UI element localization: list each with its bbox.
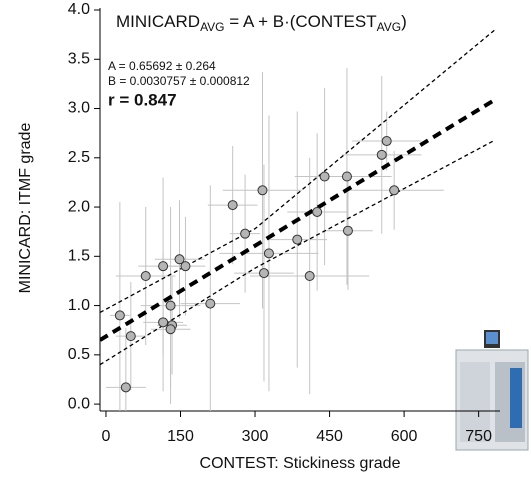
fit-line — [100, 97, 497, 342]
data-point — [292, 234, 303, 245]
title-part: = A + B·(CONTEST — [225, 12, 377, 31]
annotation: A = 0.65692 ± 0.264 — [108, 59, 216, 73]
fit-line — [100, 139, 496, 366]
x-tick-label: 0 — [102, 428, 111, 445]
data-point — [165, 300, 176, 311]
x-tick-label: 750 — [465, 428, 492, 445]
data-point — [263, 248, 274, 259]
y-tick-label: 3.5 — [68, 50, 90, 67]
data-point — [319, 171, 330, 182]
title-subscript: AVG — [200, 20, 224, 34]
data-point — [341, 171, 352, 182]
data-point — [257, 185, 268, 196]
data-point — [258, 268, 269, 279]
y-tick-label: 2.0 — [68, 198, 90, 215]
data-point — [140, 271, 151, 282]
y-tick-label: 1.0 — [68, 297, 90, 314]
data-point — [240, 228, 251, 239]
x-tick-label: 300 — [242, 428, 269, 445]
data-point — [342, 225, 353, 236]
data-point — [227, 200, 238, 211]
data-point — [376, 149, 387, 160]
title-subscript: AVG — [377, 20, 401, 34]
data-point — [158, 261, 169, 272]
y-tick-label: 0.0 — [68, 395, 90, 412]
data-point — [205, 298, 216, 309]
data-point — [174, 254, 185, 265]
y-tick-label: 2.5 — [68, 149, 90, 166]
title-part: MINICARD — [116, 12, 200, 31]
y-tick-label: 0.5 — [68, 346, 90, 363]
annotation: r = 0.847 — [108, 90, 177, 109]
plot-area — [100, 29, 497, 411]
data-point — [114, 310, 125, 321]
data-point — [125, 331, 136, 342]
data-point — [312, 206, 323, 217]
annotation: B = 0.0030757 ± 0.000812 — [108, 74, 250, 88]
y-axis-title: MINICARD: ITMF grade — [17, 123, 34, 294]
fit-line — [100, 29, 496, 314]
data-point — [165, 324, 176, 335]
x-tick-label: 600 — [391, 428, 418, 445]
data-point — [158, 317, 169, 328]
data-point — [389, 185, 400, 196]
title-part: ) — [401, 12, 407, 31]
x-tick-label: 450 — [316, 428, 343, 445]
y-tick-label: 3.0 — [68, 100, 90, 117]
y-tick-label: 1.5 — [68, 248, 90, 265]
data-point — [304, 271, 315, 282]
chart-title: MINICARDAVG = A + B·(CONTESTAVG) — [116, 12, 407, 34]
x-axis-title: CONTEST: Stickiness grade — [200, 455, 401, 472]
data-point — [381, 136, 392, 147]
x-tick-label: 150 — [167, 428, 194, 445]
data-point — [120, 382, 131, 393]
y-tick-label: 4.0 — [68, 1, 90, 18]
instrument-image — [455, 330, 529, 451]
data-point — [180, 261, 191, 272]
